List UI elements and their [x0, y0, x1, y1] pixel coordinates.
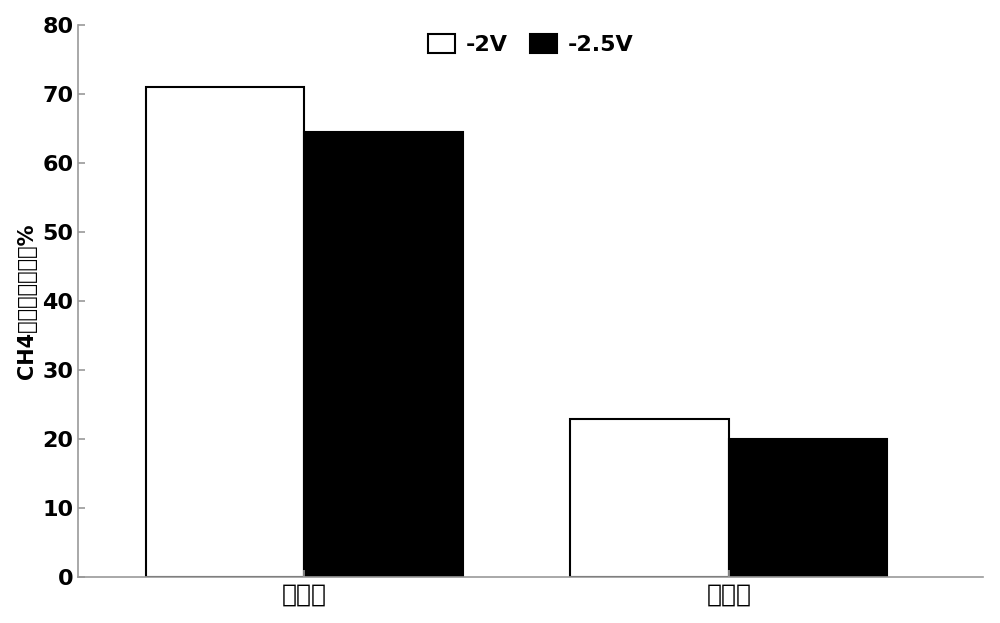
Bar	[570, 419, 729, 578]
Bar	[146, 87, 304, 578]
Bar	[304, 132, 463, 578]
Legend: -2V, -2.5V: -2V, -2.5V	[419, 25, 642, 64]
Y-axis label: CH4的法拉第效率／%: CH4的法拉第效率／%	[17, 223, 37, 379]
Bar	[729, 439, 887, 578]
